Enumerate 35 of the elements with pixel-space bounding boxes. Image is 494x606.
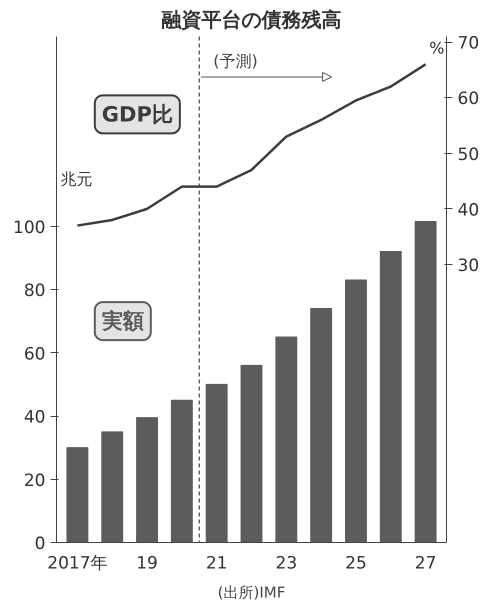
x-tick-label: 21	[206, 554, 228, 574]
bar	[275, 336, 298, 542]
bar	[345, 280, 367, 542]
y-tick-label: 20	[24, 470, 46, 491]
text: (出所)IMF	[218, 584, 286, 602]
bar	[240, 364, 262, 542]
y-tick-label: 100	[13, 218, 46, 238]
y-axis-title: 兆元	[60, 169, 92, 188]
y-tick-label: 40	[24, 408, 46, 428]
y2-tick-label: 60	[458, 89, 480, 110]
bar	[206, 384, 228, 542]
y2-tick-label: 40	[458, 200, 480, 220]
bar	[136, 417, 158, 542]
ref-line-label: (予測)	[213, 52, 258, 71]
bar	[170, 400, 193, 542]
x-tick-label: 23	[276, 554, 298, 574]
y2-tick-label: 70	[458, 34, 480, 54]
x-tick-label: 25	[345, 554, 367, 574]
x-tick-label: 27	[414, 554, 436, 574]
bar	[414, 221, 437, 542]
y-tick-label: 60	[24, 344, 46, 364]
y2-axis-title: %	[429, 38, 444, 58]
x-tick-label: 19	[136, 554, 158, 574]
bar	[380, 251, 402, 542]
chart-title: 融資平台の債務残高	[162, 8, 342, 32]
y2-tick-label: 50	[458, 144, 480, 165]
bar	[66, 447, 88, 542]
bar	[101, 431, 124, 542]
y-tick-label: 80	[24, 281, 46, 301]
text: GDP比	[102, 102, 173, 126]
y2-tick-label: 30	[458, 256, 480, 276]
bar	[310, 308, 332, 542]
text: 実額	[100, 309, 144, 334]
y-tick-label: 0	[34, 534, 46, 554]
x-tick-label: 2017年	[47, 554, 108, 574]
